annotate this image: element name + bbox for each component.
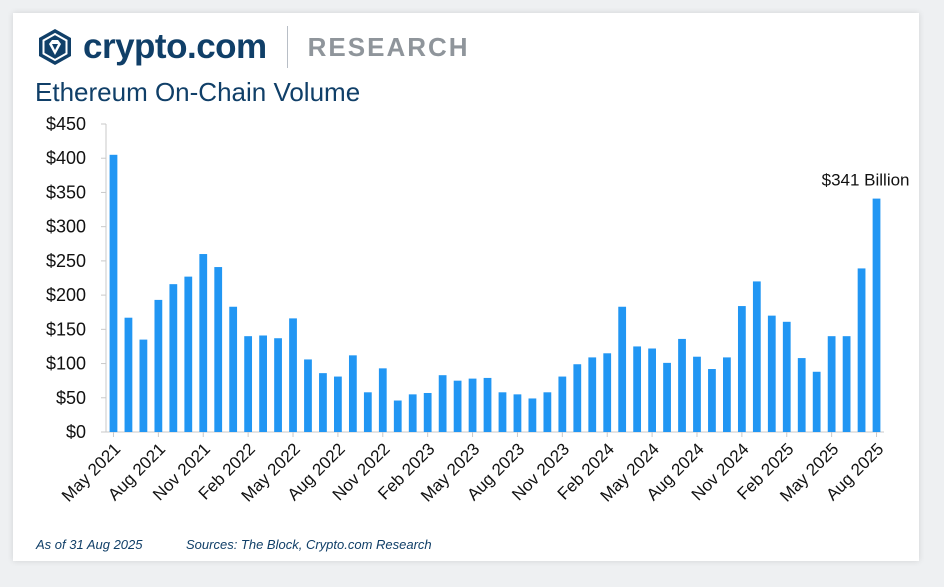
bar — [259, 335, 267, 432]
bar — [468, 378, 477, 432]
brand-divider — [286, 26, 288, 68]
y-tick-label: $50 — [56, 388, 86, 408]
brand-name: crypto.com — [83, 27, 267, 66]
y-tick-label: $200 — [46, 285, 86, 305]
bar — [498, 392, 507, 432]
bar — [483, 377, 492, 432]
chart-card — [13, 13, 919, 561]
bar — [214, 267, 223, 432]
y-tick-label: $450 — [46, 114, 86, 134]
bar — [797, 358, 806, 432]
sources-note: Sources: The Block, Crypto.com Research — [186, 537, 432, 552]
bar — [812, 371, 821, 432]
bar — [842, 336, 851, 432]
bar — [528, 398, 537, 432]
bar — [588, 357, 597, 432]
bar — [124, 317, 133, 432]
bar — [827, 336, 836, 432]
bar — [363, 392, 372, 432]
bar — [603, 353, 612, 432]
bar — [109, 154, 118, 433]
y-tick-label: $100 — [46, 354, 86, 374]
crypto-com-logo-icon — [39, 29, 71, 65]
bar — [737, 306, 746, 432]
bar — [244, 336, 253, 432]
bar — [423, 392, 432, 432]
bar — [723, 357, 731, 432]
y-tick-label: $250 — [46, 251, 86, 271]
bar — [274, 338, 282, 432]
bar — [513, 394, 522, 432]
bar — [618, 306, 627, 432]
y-tick-label: $150 — [46, 319, 86, 339]
y-tick-label: $350 — [46, 182, 86, 202]
bar — [648, 348, 656, 432]
bar — [154, 299, 163, 432]
bar — [693, 356, 701, 432]
y-tick-label: $400 — [46, 148, 86, 168]
bar — [334, 376, 342, 432]
bar — [708, 369, 716, 432]
bar — [558, 376, 567, 432]
bar — [348, 355, 357, 432]
bar — [229, 306, 238, 432]
bar — [573, 364, 582, 432]
bar — [782, 321, 791, 432]
bar — [289, 318, 297, 432]
bar — [857, 268, 866, 432]
as-of-note: As of 31 Aug 2025 — [36, 537, 143, 552]
bar — [543, 392, 552, 432]
bar — [169, 284, 178, 432]
bar — [752, 281, 761, 432]
bar — [872, 198, 881, 432]
bar — [378, 368, 387, 432]
y-tick-label: $300 — [46, 217, 86, 237]
bar — [304, 359, 312, 432]
bar — [408, 394, 417, 432]
bar — [678, 338, 686, 432]
bar — [633, 346, 642, 432]
bar — [319, 373, 327, 432]
brand-section: RESEARCH — [307, 32, 470, 62]
chart-title: Ethereum On-Chain Volume — [35, 77, 361, 107]
bar — [767, 315, 776, 432]
y-tick-label: $0 — [66, 422, 86, 442]
bar — [393, 400, 402, 432]
bar — [438, 375, 447, 432]
bar — [663, 362, 671, 432]
brand-header: crypto.com RESEARCH — [35, 26, 470, 68]
bar — [199, 254, 208, 432]
bar — [139, 339, 148, 432]
bar — [453, 380, 462, 432]
bar — [184, 276, 193, 432]
bar-annotation: $341 Billion — [822, 171, 910, 190]
